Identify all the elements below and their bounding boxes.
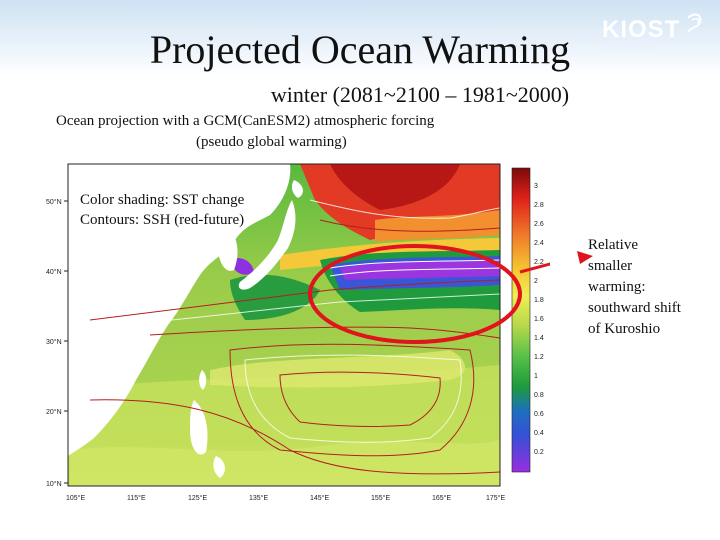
sst-change-map: 50°N 40°N 30°N 20°N 10°N 105°E 115°E 125… (46, 163, 550, 502)
svg-text:0.8: 0.8 (534, 392, 544, 399)
legend-contours: Contours: SSH (red-future) (80, 212, 245, 228)
svg-text:0.2: 0.2 (534, 449, 544, 456)
svg-text:1.6: 1.6 (534, 316, 544, 323)
logo-subtext: 한국해양과학기술원 (606, 47, 656, 53)
page-subtitle: winter (2081~2100 – 1981~2000) (270, 82, 570, 107)
logo-text: KIOST (602, 16, 681, 43)
lon-label: 105°E (66, 494, 85, 502)
lon-axis: 105°E 115°E 125°E 135°E 145°E 155°E 165°… (66, 494, 505, 502)
svg-text:2: 2 (534, 278, 538, 285)
svg-text:1.2: 1.2 (534, 354, 544, 361)
svg-text:2.6: 2.6 (534, 221, 544, 228)
highlight-arrow (519, 262, 550, 274)
lat-label: 10°N (46, 480, 62, 488)
header-band (0, 0, 720, 76)
legend-shading: Color shading: SST change (80, 192, 245, 208)
svg-text:2.8: 2.8 (534, 202, 544, 209)
colorbar (511, 167, 531, 473)
lon-label: 135°E (249, 494, 268, 502)
description-line-1: Ocean projection with a GCM(CanESM2) atm… (56, 113, 435, 129)
annotation-line: smaller (588, 258, 633, 274)
svg-text:2.2: 2.2 (534, 259, 544, 266)
svg-text:1: 1 (534, 373, 538, 380)
annotation-line: southward shift (588, 300, 681, 316)
lon-label: 155°E (371, 494, 390, 502)
page-title: Projected Ocean Warming (149, 27, 571, 72)
arrow-head (577, 251, 593, 264)
lat-label: 50°N (46, 198, 62, 206)
lon-label: 145°E (310, 494, 329, 502)
lon-label: 175°E (486, 494, 505, 502)
lat-label: 30°N (46, 338, 62, 346)
kiost-logo: KIOST 한국해양과학기술원 (596, 10, 706, 53)
annotation-line: warming: (588, 279, 646, 295)
lat-label: 20°N (46, 408, 62, 416)
svg-text:0.6: 0.6 (534, 411, 544, 418)
map-frame (67, 163, 501, 487)
highlight-ellipse (308, 244, 522, 344)
colorbar-labels: 3 2.8 2.6 2.4 2.2 2 1.8 1.6 1.4 1.2 1 0.… (534, 183, 544, 456)
svg-text:1.4: 1.4 (534, 335, 544, 342)
lon-label: 115°E (127, 494, 146, 502)
svg-text:3: 3 (534, 183, 538, 190)
description-line-2: (pseudo global warming) (196, 134, 347, 150)
map-legend: Color shading: SST change Contours: SSH … (80, 190, 244, 230)
annotation-note: Relative smaller warming: southward shif… (588, 235, 716, 340)
lon-label: 165°E (432, 494, 451, 502)
lat-label: 40°N (46, 268, 62, 276)
lat-axis: 50°N 40°N 30°N 20°N 10°N (46, 198, 68, 488)
annotation-line: Relative (588, 237, 638, 253)
lon-label: 125°E (188, 494, 207, 502)
asia-landmass (68, 164, 291, 456)
japan-islands (238, 200, 296, 290)
svg-text:2.4: 2.4 (534, 240, 544, 247)
svg-text:1.8: 1.8 (534, 297, 544, 304)
annotation-line: of Kuroshio (588, 321, 661, 337)
philippines (190, 400, 208, 455)
logo-emblem (687, 13, 702, 33)
svg-text:0.4: 0.4 (534, 430, 544, 437)
